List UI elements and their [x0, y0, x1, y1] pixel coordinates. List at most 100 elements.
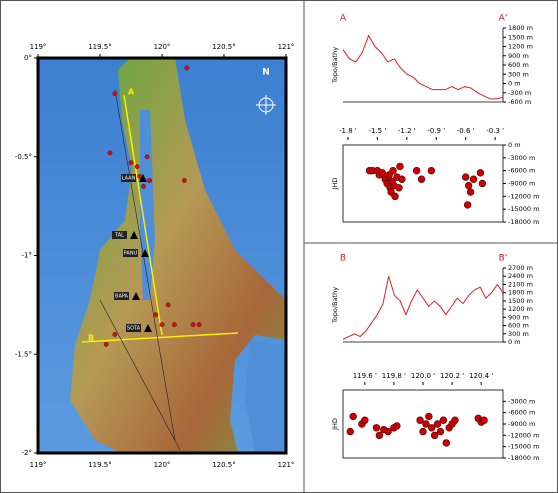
- x-tick-label: 120.2 ': [440, 372, 464, 380]
- event: [154, 313, 158, 317]
- event: [141, 184, 145, 188]
- y-tick-label: 900 m: [508, 313, 529, 321]
- y-tick-label: 1200 m: [508, 43, 533, 51]
- section-label: B: [88, 334, 94, 343]
- y-tick-label: 1200 m: [508, 305, 533, 313]
- hypocenter: [470, 176, 477, 183]
- event: [113, 91, 117, 95]
- hypocenter: [397, 163, 404, 170]
- x-tick-label: 121°: [278, 461, 295, 469]
- hypocenter: [440, 417, 447, 424]
- y-tick-label: -6000 m: [508, 409, 535, 417]
- x-tick-label: 120°: [154, 461, 171, 469]
- x-tick-label: 119.8 ': [382, 372, 406, 380]
- hypocenter: [423, 421, 430, 428]
- hypocenter: [443, 439, 450, 446]
- x-tick-label: 119.6 ': [353, 372, 377, 380]
- section-end: A': [499, 14, 508, 24]
- hypocenter: [425, 413, 432, 420]
- hypocenter: [452, 417, 459, 424]
- hypocenter: [428, 167, 435, 174]
- event: [160, 322, 164, 326]
- y-axis-label: Topo/Bathy: [331, 47, 339, 84]
- station-label: BAPA: [115, 294, 129, 300]
- x-tick-label: 120.5°: [212, 461, 236, 469]
- y-tick-label: -9000 m: [508, 420, 535, 428]
- event: [104, 342, 108, 346]
- event: [172, 322, 176, 326]
- y-tick-label: -12000 m: [508, 431, 539, 439]
- y-tick-label: 1800 m: [508, 289, 533, 297]
- station-label: TAL: [114, 233, 124, 239]
- y-tick-label: -2°: [22, 449, 32, 457]
- y-tick-label: 1500 m: [508, 33, 533, 41]
- hypocenter: [467, 189, 474, 196]
- event: [147, 178, 151, 182]
- x-tick-label: 119°: [30, 461, 47, 469]
- y-tick-label: 0 m: [508, 338, 521, 346]
- section-start: B: [340, 254, 346, 264]
- hypocenter: [396, 184, 403, 191]
- y-tick-label: 900 m: [508, 52, 529, 60]
- hypocenter: [393, 422, 400, 429]
- y-tick-label: 1500 m: [508, 297, 533, 305]
- y-tick-label: -12000 m: [508, 192, 539, 200]
- y-tick-label: 2400 m: [508, 272, 533, 280]
- hypocenter: [347, 428, 354, 435]
- y-axis-label: JHD: [331, 178, 339, 191]
- y-tick-label: -3000 m: [508, 397, 535, 405]
- hypocenter: [481, 417, 488, 424]
- hypocenter: [350, 413, 357, 420]
- section-start: A: [340, 14, 347, 24]
- event: [129, 160, 133, 164]
- event: [113, 332, 117, 336]
- y-tick-label: 1800 m: [508, 24, 533, 32]
- x-tick-label: 120.4 ': [469, 372, 493, 380]
- y-tick-label: -18000 m: [508, 454, 539, 462]
- y-tick-label: -18000 m: [508, 218, 539, 226]
- section-end: B': [499, 254, 508, 264]
- hypocenter: [379, 169, 386, 176]
- x-tick-label: -0.3 ': [486, 127, 504, 135]
- hypocenter: [418, 176, 425, 183]
- y-tick-label: 0 m: [508, 80, 521, 88]
- hypocenter: [479, 180, 486, 187]
- y-tick-label: -3000 m: [508, 154, 535, 162]
- y-tick-label: 2700 m: [508, 264, 533, 272]
- event: [145, 155, 149, 159]
- event: [185, 66, 189, 70]
- station-label: SOTA: [127, 326, 141, 332]
- hypocenter: [398, 176, 405, 183]
- north-label: N: [262, 68, 270, 78]
- hypocenter: [464, 201, 471, 208]
- y-tick-label: -0.5°: [15, 153, 32, 161]
- hypocenter: [361, 417, 368, 424]
- y-tick-label: -1.5°: [15, 350, 32, 358]
- x-tick-label: -1.5 ': [368, 127, 386, 135]
- hypocenter: [420, 428, 427, 435]
- event: [191, 322, 195, 326]
- x-tick-label: 119.5°: [88, 461, 112, 469]
- map-background: [38, 58, 286, 453]
- y-tick-label: -1°: [22, 252, 32, 260]
- x-tick-label: -1.8 ': [339, 127, 357, 135]
- hypocenter: [373, 424, 380, 431]
- y-tick-label: 300 m: [508, 330, 529, 338]
- event: [108, 151, 112, 155]
- hypocenter: [431, 432, 438, 439]
- y-axis-label: Topo/Bathy: [331, 287, 339, 324]
- station-label: LAAN: [122, 176, 136, 182]
- hypocenter: [376, 432, 383, 439]
- y-tick-label: -9000 m: [508, 180, 535, 188]
- x-tick-label: 121°: [278, 43, 295, 51]
- x-tick-label: 119.5°: [88, 43, 112, 51]
- event: [166, 303, 170, 307]
- y-tick-label: -15000 m: [508, 443, 539, 451]
- y-tick-label: -600 m: [508, 98, 531, 106]
- x-tick-label: -1.2 ': [398, 127, 416, 135]
- y-tick-label: 0°: [24, 54, 32, 62]
- hypocenter: [465, 182, 472, 189]
- x-tick-label: 120.5°: [212, 43, 236, 51]
- x-tick-label: -0.6 ': [457, 127, 475, 135]
- y-tick-label: -15000 m: [508, 205, 539, 213]
